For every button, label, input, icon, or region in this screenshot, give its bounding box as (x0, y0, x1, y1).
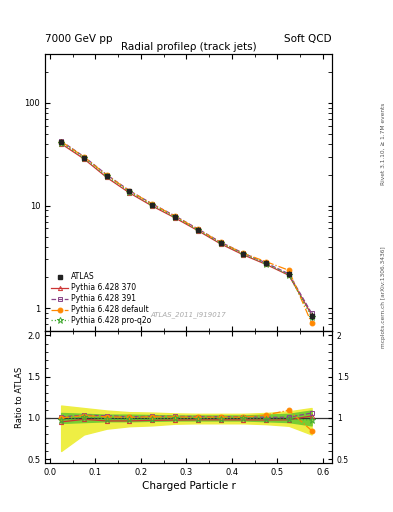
Legend: ATLAS, Pythia 6.428 370, Pythia 6.428 391, Pythia 6.428 default, Pythia 6.428 pr: ATLAS, Pythia 6.428 370, Pythia 6.428 39… (49, 270, 154, 327)
Text: ATLAS_2011_I919017: ATLAS_2011_I919017 (151, 311, 226, 318)
Y-axis label: Ratio to ATLAS: Ratio to ATLAS (15, 367, 24, 428)
Title: Radial profileρ (track jets): Radial profileρ (track jets) (121, 41, 257, 52)
Text: Rivet 3.1.10, ≥ 1.7M events: Rivet 3.1.10, ≥ 1.7M events (381, 102, 386, 184)
Text: Soft QCD: Soft QCD (285, 33, 332, 44)
Text: mcplots.cern.ch [arXiv:1306.3436]: mcplots.cern.ch [arXiv:1306.3436] (381, 246, 386, 348)
X-axis label: Charged Particle r: Charged Particle r (142, 481, 235, 492)
Text: 7000 GeV pp: 7000 GeV pp (45, 33, 113, 44)
